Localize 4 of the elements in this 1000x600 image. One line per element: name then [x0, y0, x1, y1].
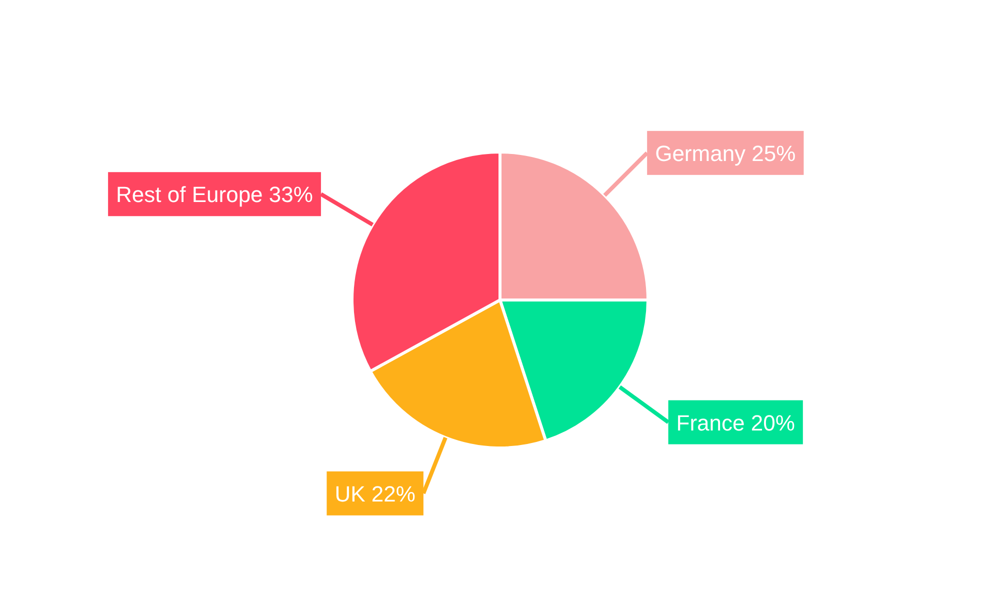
slice-label: France 20%	[676, 410, 795, 436]
slice-label: UK 22%	[334, 481, 416, 506]
slice-label: Germany 25%	[655, 140, 796, 166]
slice-label: Rest of Europe 33%	[116, 182, 313, 208]
